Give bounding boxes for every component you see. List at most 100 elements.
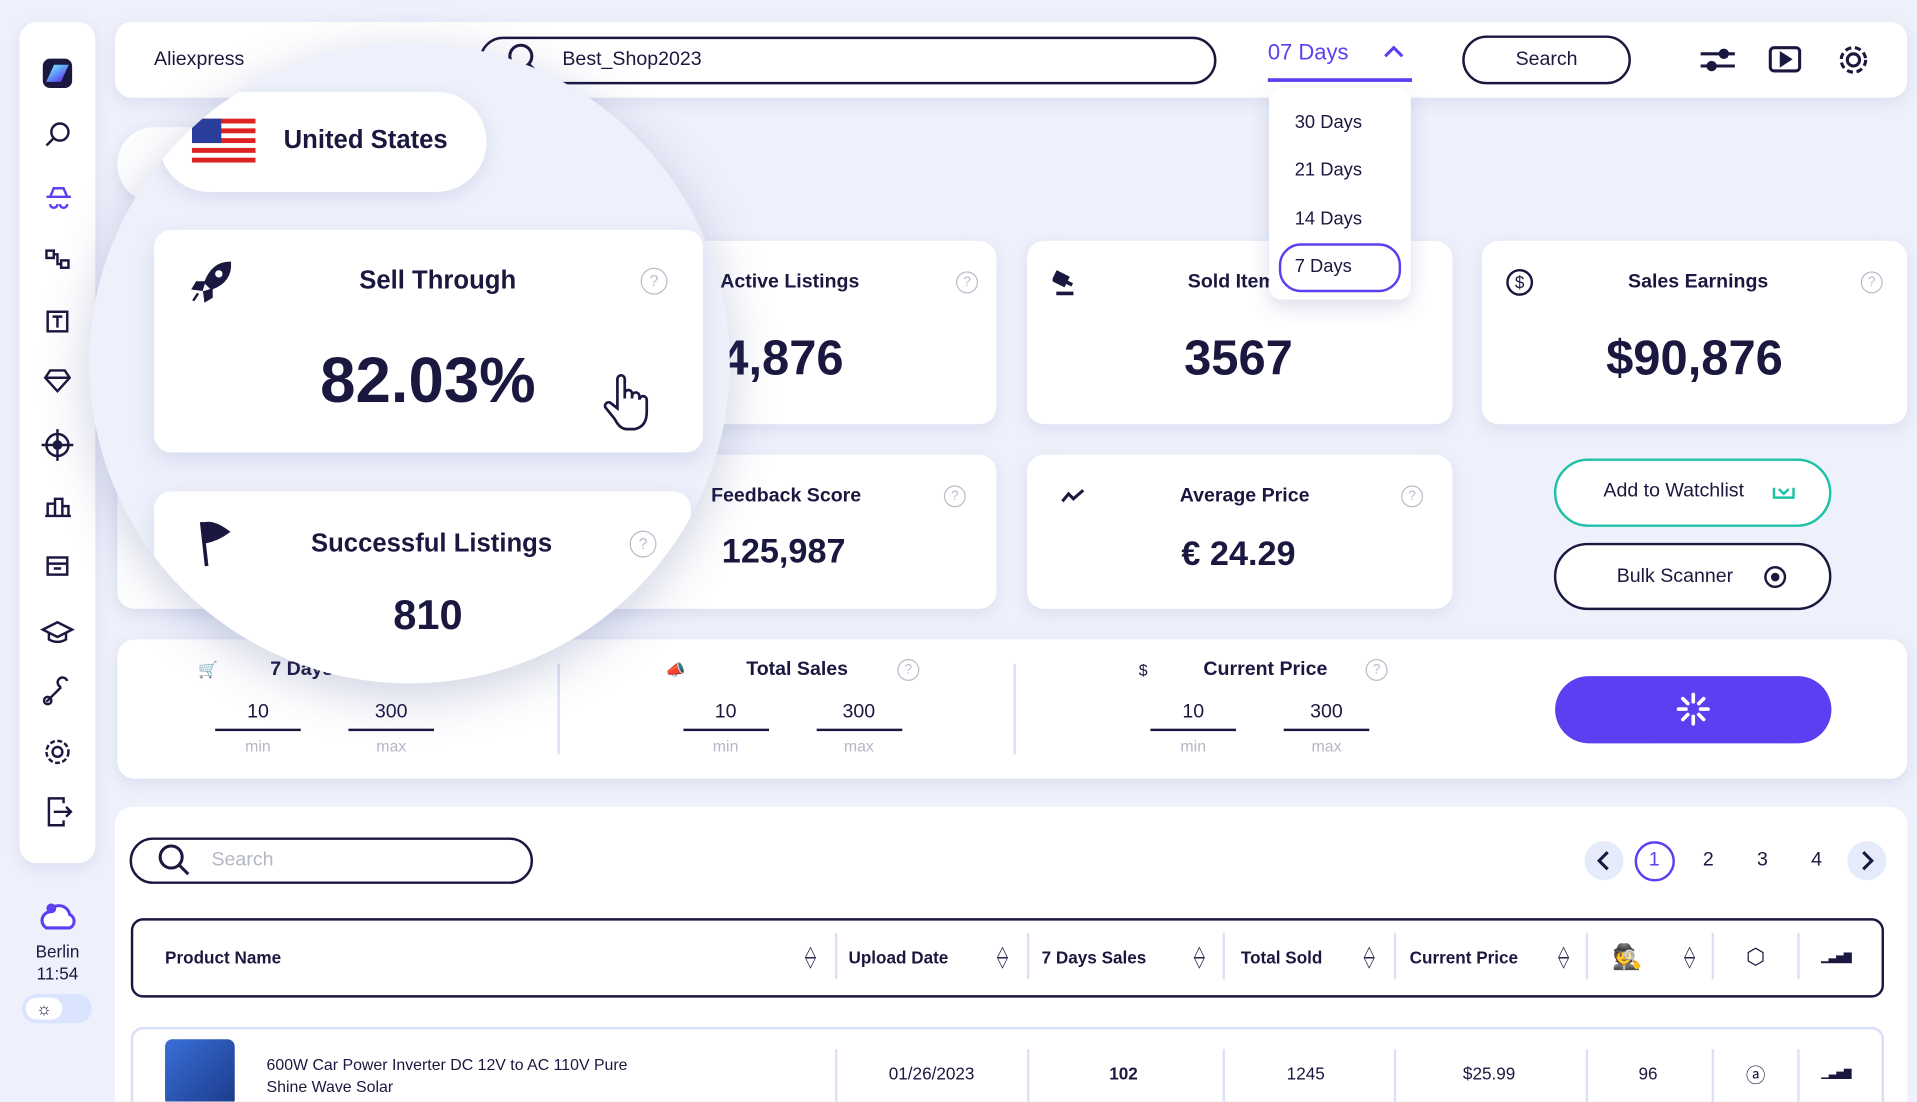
card-value: 82.03% [320,345,536,417]
help-icon[interactable]: ? [629,530,657,558]
amazon-icon: ⓐ [1745,1066,1766,1087]
filter-max[interactable]: 300 [1310,701,1343,723]
divider [1222,932,1226,980]
cell: 01/26/2023 [888,1063,975,1084]
divider [1585,932,1589,980]
table-search[interactable] [129,837,534,884]
table-row [130,1026,1884,1102]
underline [682,728,769,732]
column-header: Current Price [1409,947,1519,968]
filter-min[interactable]: 10 [1182,701,1205,723]
divider [1393,1048,1397,1102]
us-flag [191,118,256,163]
underline [215,728,301,732]
apply-button[interactable] [1555,676,1832,744]
filter-min[interactable]: 10 [714,701,737,723]
help-icon[interactable]: ? [943,485,966,508]
period-option[interactable]: 7 Days [1294,256,1352,277]
logo [42,58,73,89]
toolbar-icons[interactable] [1697,42,1874,79]
underline [1150,728,1237,732]
table-search-placeholder: Search [211,849,274,871]
divider [1711,1048,1715,1102]
card-label: Sales Earnings [1628,271,1769,293]
sort-icon[interactable]: △ ▽ [1558,942,1570,971]
card-value: $90,876 [1606,331,1783,386]
search-text: Best_Shop2023 [562,48,702,70]
prev-page[interactable] [1584,841,1624,881]
filter-max[interactable]: 300 [842,701,876,723]
card-label: Average Price [1179,485,1310,507]
divider [835,932,838,980]
spinner-icon [1676,692,1710,726]
column-header: 7 Days Sales [1041,947,1147,968]
card-value: 810 [393,592,463,639]
period-option[interactable]: 30 Days [1294,111,1362,133]
sort-icon[interactable]: △ ▽ [1193,942,1205,971]
cell: $25.99 [1462,1063,1516,1084]
sort-icon[interactable]: △ ▽ [1363,942,1375,971]
country-name: United States [283,125,448,155]
watchlist-label[interactable]: Add to Watchlist [1603,480,1745,502]
card-value: 125,987 [721,531,846,570]
cell: 96 [1638,1063,1658,1084]
sort-icon[interactable]: △ ▽ [996,942,1009,971]
current-page[interactable] [1634,841,1675,882]
divider [557,663,560,755]
divider [1222,1048,1226,1102]
sort-icon[interactable]: △ ▽ [1683,942,1696,971]
max-label: max [843,736,874,755]
help-icon[interactable]: ? [1401,485,1424,508]
card-label: Sold Items [1187,271,1287,293]
period-select[interactable]: 07 Days [1267,39,1349,65]
underline [816,728,902,732]
gavel-icon [1052,270,1074,296]
page-number[interactable]: 3 [1757,849,1768,871]
bulk-scanner-button[interactable] [1553,542,1832,611]
tab[interactable]: Aliexpress [154,48,245,70]
column-header: Total Sold [1240,947,1323,968]
next-page[interactable] [1847,841,1887,881]
sidebar-icons[interactable] [37,116,79,837]
selected-option [1278,243,1402,293]
search-icon [158,844,190,876]
scanner-icon [1764,566,1787,589]
divider [1026,1048,1030,1102]
divider [1797,1048,1800,1102]
cell: 102 [1109,1063,1138,1084]
bulk-scanner-label[interactable]: Bulk Scanner [1616,566,1734,587]
divider [1797,932,1800,980]
help-icon[interactable]: ? [1365,658,1388,681]
divider [1013,663,1016,755]
hand-cursor [603,374,649,431]
sort-icon[interactable]: △ ▽ [804,942,817,971]
page-number[interactable]: 1 [1648,849,1660,871]
card [1026,454,1453,609]
weather-icon [40,903,76,930]
filter-max[interactable]: 300 [374,701,408,723]
card [154,491,691,684]
period-option[interactable]: 21 Days [1294,159,1362,181]
product-image [165,1039,235,1102]
search-button[interactable] [1462,35,1631,85]
table-header [130,918,1884,998]
underline [1283,728,1370,732]
divider [1585,1048,1589,1102]
help-icon[interactable]: ? [956,271,979,294]
divider [1393,932,1397,980]
period-option[interactable]: 14 Days [1294,208,1362,230]
help-icon[interactable]: ? [1860,271,1883,294]
help-icon[interactable]: ? [897,658,920,681]
search-button-label[interactable]: Search [1515,48,1578,70]
min-label: min [245,736,271,755]
box-icon: ⬡ [1746,944,1766,969]
theme-toggle[interactable]: ☼ [22,993,92,1024]
page-number[interactable]: 4 [1811,849,1823,871]
filter-min[interactable]: 10 [247,701,269,723]
card-label: Sell Through [359,266,517,295]
divider [1026,932,1030,980]
help-icon[interactable]: ? [640,267,668,295]
trend-icon [1061,489,1085,503]
page-number[interactable]: 2 [1702,849,1714,871]
